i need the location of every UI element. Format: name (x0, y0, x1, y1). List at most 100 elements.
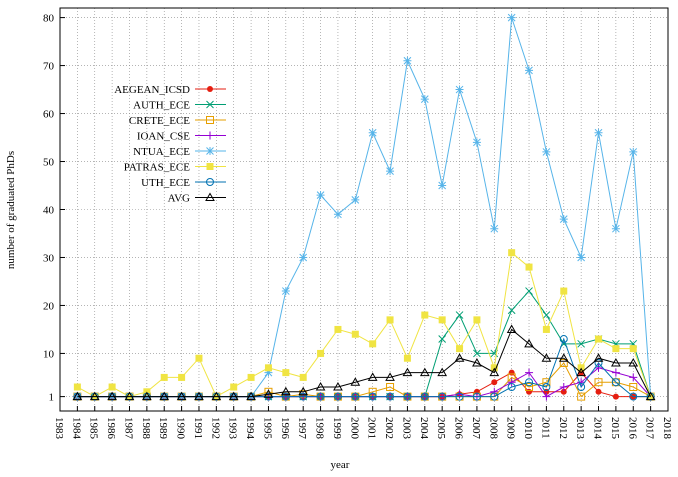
marker (611, 378, 620, 387)
marker (263, 389, 274, 398)
marker (525, 378, 534, 387)
x-tick-label: 2002 (383, 417, 395, 439)
marker (367, 372, 378, 381)
legend-label: AEGEAN_ICSD (114, 84, 190, 96)
marker (542, 325, 550, 333)
marker (577, 383, 586, 392)
marker (386, 167, 395, 176)
marker (89, 391, 100, 401)
y-tick-label: 30 (43, 252, 55, 264)
marker (629, 345, 637, 353)
marker (577, 392, 586, 401)
y-tick-label: 10 (43, 348, 55, 360)
marker (402, 367, 413, 377)
marker (178, 373, 186, 381)
marker (281, 392, 290, 401)
marker (594, 363, 603, 372)
marker (438, 181, 447, 190)
marker (473, 349, 481, 358)
marker (542, 147, 551, 156)
marker (351, 392, 360, 401)
marker (368, 392, 377, 401)
legend-marker (206, 178, 214, 186)
marker (403, 56, 412, 65)
marker (559, 383, 568, 392)
marker (385, 372, 395, 381)
x-tick-label: 2004 (418, 417, 430, 440)
marker (577, 378, 586, 387)
x-tick-label: 2006 (453, 417, 465, 440)
marker (455, 392, 464, 401)
marker (437, 367, 448, 377)
marker (403, 354, 411, 362)
marker (629, 383, 638, 392)
marker (559, 215, 568, 224)
marker (176, 391, 187, 401)
y-tick-label: 40 (43, 205, 55, 217)
marker (159, 391, 170, 401)
legend-marker (207, 86, 213, 92)
marker (525, 368, 534, 377)
marker (315, 382, 326, 391)
legend-label: UTH_ECE (141, 177, 190, 189)
x-tick-label: 1999 (331, 417, 343, 440)
x-tick-label: 1995 (261, 417, 273, 440)
marker (107, 391, 117, 401)
x-tick-label: 1983 (53, 417, 65, 440)
x-axis-label: year (331, 459, 350, 471)
marker (316, 191, 325, 200)
marker (508, 369, 515, 376)
marker (491, 379, 498, 386)
marker (611, 368, 620, 377)
marker (506, 324, 517, 333)
marker (299, 373, 307, 381)
marker (350, 377, 361, 386)
marker (525, 383, 534, 392)
x-tick-label: 2014 (592, 417, 604, 440)
x-tick-label: 2017 (644, 417, 656, 440)
marker (247, 373, 255, 381)
marker (333, 392, 342, 401)
x-tick-label: 2015 (609, 417, 621, 440)
x-tick-label: 1988 (140, 417, 152, 440)
marker (577, 339, 585, 348)
marker (490, 392, 499, 401)
marker (420, 95, 429, 104)
marker (368, 128, 377, 137)
marker (542, 311, 551, 319)
marker (108, 383, 116, 391)
x-tick-label: 2011 (539, 417, 551, 439)
x-tick-label: 1997 (296, 417, 308, 440)
legend-label: PATRAS_ECE (124, 162, 191, 174)
marker (559, 359, 568, 368)
marker (124, 391, 135, 401)
marker (594, 378, 603, 387)
x-tick-label: 2016 (626, 417, 638, 440)
marker (594, 359, 603, 368)
marker (507, 306, 516, 315)
marker (595, 335, 603, 343)
marker (525, 263, 533, 271)
legend-marker (206, 131, 214, 140)
series-line (77, 17, 652, 398)
legend-marker (206, 163, 214, 170)
x-tick-label: 2010 (522, 417, 534, 440)
marker (508, 249, 516, 257)
marker (141, 391, 152, 401)
x-tick-label: 2001 (366, 417, 378, 439)
marker (455, 311, 464, 319)
x-tick-label: 2008 (487, 417, 499, 440)
legend-label: IOAN_CSE (137, 131, 190, 143)
marker (211, 391, 222, 401)
marker (645, 391, 656, 401)
marker (351, 330, 359, 338)
marker (593, 353, 604, 362)
x-tick-label: 2018 (661, 417, 673, 440)
marker (333, 382, 343, 391)
y-tick-label: 60 (43, 109, 55, 121)
marker (560, 287, 568, 295)
x-tick-label: 2003 (400, 417, 412, 440)
marker (264, 364, 272, 372)
